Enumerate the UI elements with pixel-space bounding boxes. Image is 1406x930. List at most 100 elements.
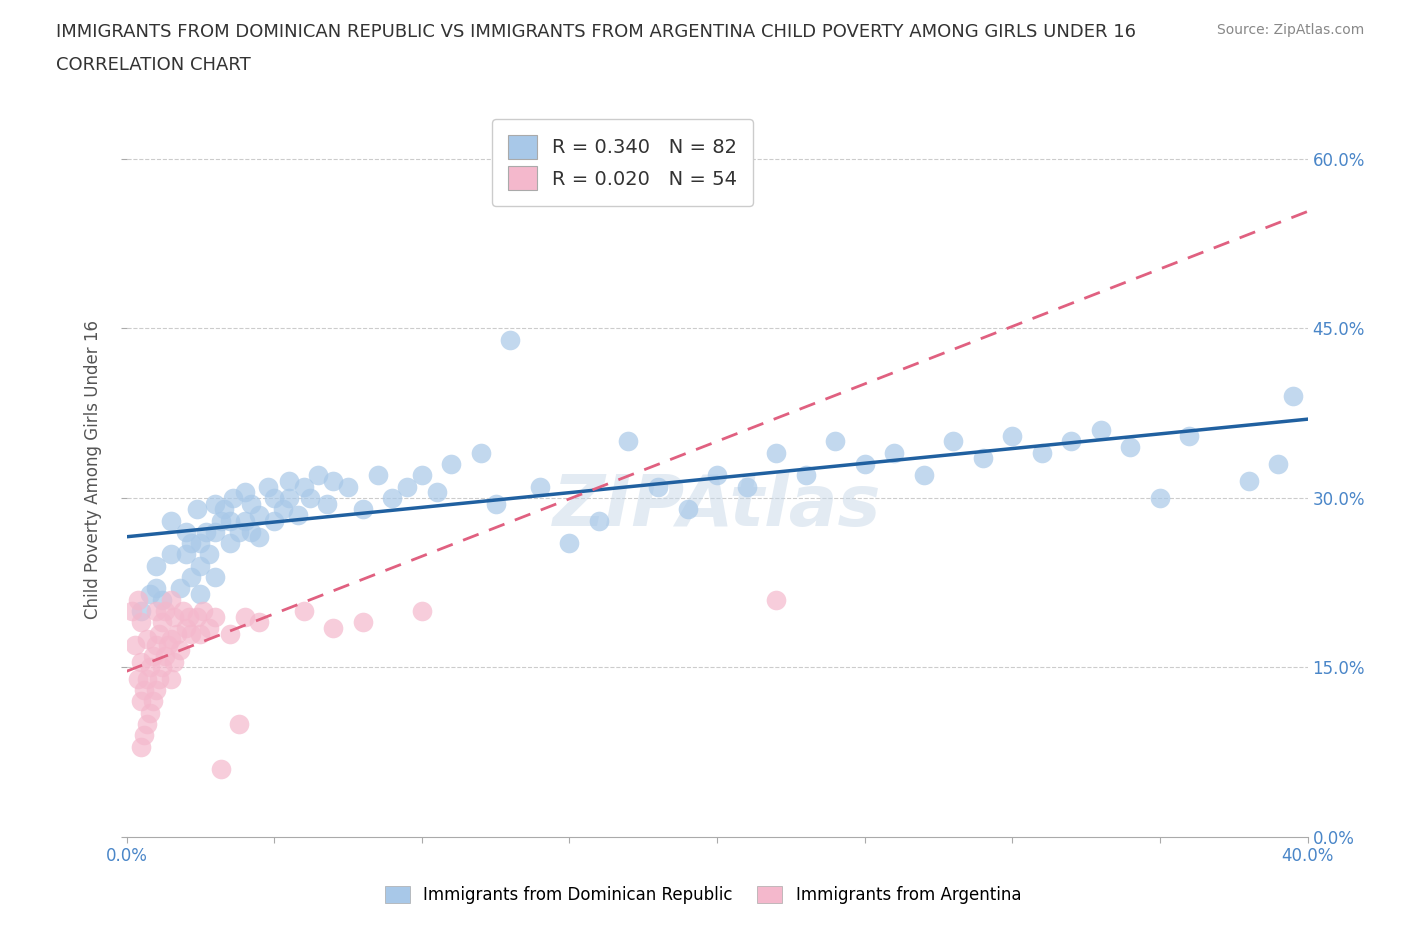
Point [233,513,256,528]
Point [134,728,156,743]
Point [233,485,256,499]
Text: CORRELATION CHART: CORRELATION CHART [56,56,252,73]
Point [1267,457,1289,472]
Point [212,502,235,517]
Point [239,525,262,539]
Point [794,468,817,483]
Point [145,581,167,596]
Point [1001,429,1024,444]
Point [121,604,143,618]
Legend: R = 0.340   N = 82, R = 0.020   N = 54: R = 0.340 N = 82, R = 0.020 N = 54 [492,119,754,206]
Point [163,655,186,670]
Point [972,451,994,466]
Point [249,508,271,523]
Point [367,468,389,483]
Point [853,457,876,472]
Point [588,513,610,528]
Point [148,626,170,641]
Point [411,604,433,618]
Point [337,479,360,494]
Point [150,660,173,675]
Point [160,592,183,607]
Point [239,496,262,511]
Point [219,513,242,528]
Point [195,525,218,539]
Point [249,615,271,630]
Point [148,671,170,686]
Point [169,581,191,596]
Point [298,490,321,505]
Point [219,626,242,641]
Point [824,434,846,449]
Point [180,626,202,641]
Point [706,468,728,483]
Point [188,536,212,551]
Point [322,620,344,635]
Point [222,490,245,505]
Point [172,604,194,618]
Point [163,609,186,624]
Point [174,547,197,562]
Point [352,615,374,630]
Point [676,502,699,517]
Point [174,620,197,635]
Point [263,490,285,505]
Point [139,705,162,720]
Point [352,502,374,517]
Point [198,620,221,635]
Point [180,569,202,584]
Point [139,660,162,675]
Point [209,762,232,777]
Point [188,558,212,573]
Point [160,631,183,646]
Point [883,445,905,460]
Point [150,615,173,630]
Point [1119,440,1142,455]
Point [647,479,669,494]
Point [292,604,315,618]
Point [287,508,309,523]
Text: Source: ZipAtlas.com: Source: ZipAtlas.com [1216,23,1364,37]
Point [381,490,404,505]
Point [735,479,758,494]
Point [153,649,176,664]
Point [150,592,173,607]
Point [499,332,522,347]
Point [177,609,200,624]
Point [308,468,330,483]
Point [129,694,153,709]
Point [129,655,153,670]
Point [765,445,787,460]
Point [204,609,226,624]
Point [396,479,419,494]
Point [129,615,153,630]
Point [1282,389,1305,404]
Point [160,513,183,528]
Point [129,604,153,618]
Point [249,530,271,545]
Point [188,626,212,641]
Point [136,716,159,731]
Point [160,671,183,686]
Point [233,609,256,624]
Point [322,473,344,488]
Point [142,649,165,664]
Point [257,479,280,494]
Point [127,671,149,686]
Point [145,683,167,698]
Y-axis label: Child Poverty Among Girls Under 16: Child Poverty Among Girls Under 16 [84,320,103,619]
Point [292,479,315,494]
Point [204,496,226,511]
Point [617,434,640,449]
Point [219,536,242,551]
Point [529,479,551,494]
Point [166,626,188,641]
Point [160,547,183,562]
Point [1149,490,1171,505]
Point [124,637,146,652]
Point [470,445,492,460]
Point [411,468,433,483]
Point [228,716,250,731]
Point [425,485,447,499]
Point [169,643,191,658]
